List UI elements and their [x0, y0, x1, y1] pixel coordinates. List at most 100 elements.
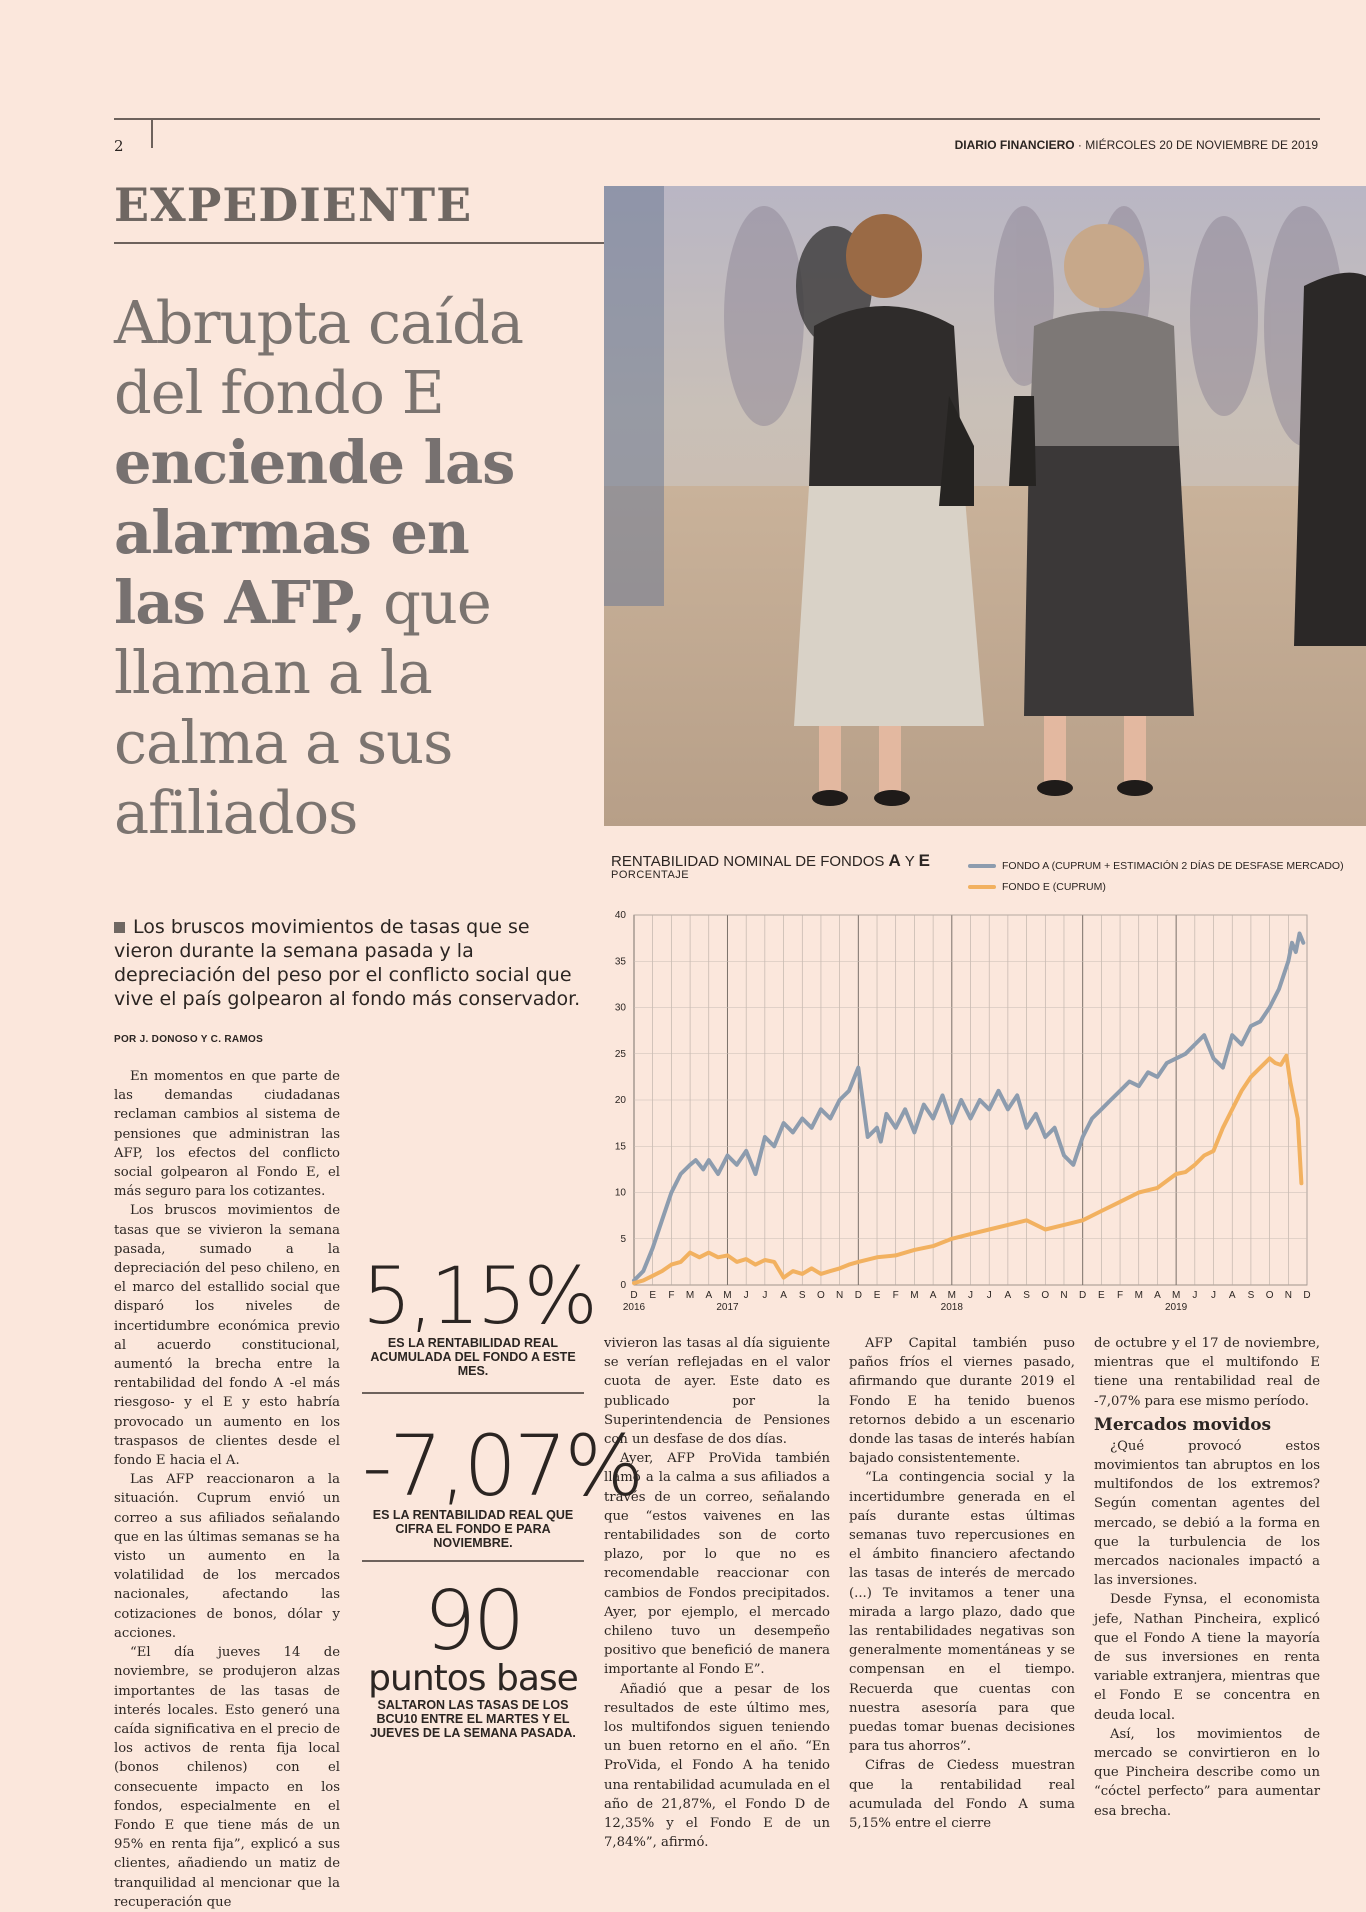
headline-line: llaman a la: [114, 638, 433, 707]
x-tick-label: A: [1005, 1290, 1012, 1301]
x-tick-label: M: [948, 1290, 956, 1301]
body-paragraph: Añadió que a pesar de los resultados de …: [604, 1681, 830, 1851]
x-tick-label: O: [1266, 1290, 1274, 1301]
stat-box: 90 puntos base SALTARON LAS TASAS DE LOS…: [362, 1574, 584, 1741]
x-tick-label: F: [893, 1290, 899, 1301]
chart-title-connector: Y: [904, 853, 915, 870]
year-tick-label: 2018: [941, 1302, 964, 1313]
x-tick-label: N: [1285, 1290, 1292, 1301]
chart-title-fund-e: E: [918, 851, 930, 870]
chart-title-text: RENTABILIDAD NOMINAL DE FONDOS: [611, 853, 885, 870]
body-paragraph: de octubre y el 17 de noviembre, mientra…: [1094, 1336, 1320, 1409]
stat-value: -7,07%: [362, 1417, 644, 1515]
x-tick-label: N: [1060, 1290, 1067, 1301]
x-tick-label: O: [1041, 1290, 1049, 1301]
x-tick-label: M: [1172, 1290, 1180, 1301]
stat-caption: ES LA RENTABILIDAD REAL ACUMULADA DEL FO…: [370, 1336, 576, 1378]
body-paragraph: “El día jueves 14 de noviembre, se produ…: [114, 1645, 340, 1910]
y-tick-label: 35: [615, 956, 627, 967]
body-column-1: En momentos en que parte de las demandas…: [114, 1067, 340, 1912]
stat-value: 90: [423, 1574, 525, 1669]
chart-subtitle: PORCENTAJE: [611, 869, 690, 881]
x-tick-label: J: [762, 1290, 767, 1301]
headline-bold: alarmas en: [114, 498, 470, 567]
returns-line-chart: D E F M A M J J A S O N D E F M A M J J A S O N D E F M A M J J A S O N D201…: [615, 910, 1311, 1313]
street-scene-illustration: [604, 186, 1366, 826]
x-tick-label: J: [744, 1290, 749, 1301]
stat-box: -7,07% ES LA RENTABILIDAD REAL QUE CIFRA…: [362, 1417, 644, 1550]
body-paragraph: AFP Capital también puso paños fríos el …: [849, 1336, 1075, 1467]
body-column-5: de octubre y el 17 de noviembre, mientra…: [1094, 1334, 1320, 1821]
section-rule: [114, 242, 604, 244]
byline: POR J. DONOSO Y C. RAMOS: [114, 1034, 264, 1045]
body-paragraph: vivieron las tasas al día siguiente se v…: [604, 1336, 830, 1448]
article-photo: [604, 186, 1366, 826]
x-tick-label: S: [1023, 1290, 1030, 1301]
header-rule: [114, 118, 1320, 120]
legend-swatch: [968, 864, 996, 868]
x-tick-label: M: [686, 1290, 694, 1301]
body-paragraph: Las AFP reaccionaron a la situación. Cup…: [114, 1472, 340, 1641]
x-tick-label: S: [799, 1290, 806, 1301]
y-tick-label: 5: [620, 1234, 626, 1245]
y-tick-label: 20: [615, 1095, 627, 1106]
body-column-4: AFP Capital también puso paños fríos el …: [849, 1334, 1075, 1833]
y-tick-label: 25: [615, 1049, 627, 1060]
y-tick-label: 30: [615, 1003, 627, 1014]
body-paragraph: Cifras de Ciedess muestran que la rentab…: [849, 1758, 1075, 1832]
stat-divider: [362, 1392, 584, 1394]
year-tick-label: 2016: [623, 1302, 646, 1313]
publication-date: MIÉRCOLES 20 DE NOVIEMBRE DE 2019: [1085, 138, 1318, 152]
legend-item-fondo-e: FONDO E (CUPRUM): [968, 881, 1106, 893]
legend-label: FONDO A (CUPRUM + ESTIMACIÓN 2 DÍAS DE D…: [1002, 860, 1344, 872]
x-tick-label: A: [1229, 1290, 1236, 1301]
body-paragraph: Así, los movimientos de mercado se convi…: [1094, 1726, 1320, 1819]
body-paragraph: Desde Fynsa, el economista jefe, Nathan …: [1094, 1592, 1320, 1723]
y-tick-label: 15: [615, 1141, 627, 1152]
lead-bullet-icon: [114, 922, 125, 933]
chart-title-fund-a: A: [888, 851, 901, 870]
headline: Abrupta caída del fondo E enciende las a…: [114, 288, 614, 848]
x-tick-label: A: [930, 1290, 937, 1301]
y-tick-label: 40: [615, 910, 627, 921]
x-tick-label: E: [1098, 1290, 1105, 1301]
headline-line: afiliados: [114, 778, 358, 847]
x-tick-label: O: [817, 1290, 825, 1301]
headline-line: Abrupta caída: [114, 288, 524, 357]
lead-text: Los bruscos movimientos de tasas que se …: [114, 916, 581, 1010]
year-tick-label: 2017: [716, 1302, 739, 1313]
page-number-divider: [151, 118, 153, 148]
x-tick-label: J: [1192, 1290, 1197, 1301]
subheading: Mercados movidos: [1094, 1414, 1272, 1435]
body-paragraph: En momentos en que parte de las demandas…: [114, 1069, 340, 1200]
stat-box: 5,15% ES LA RENTABILIDAD REAL ACUMULADA …: [362, 1258, 598, 1378]
body-paragraph: Ayer, AFP ProVida también llamó a la cal…: [604, 1451, 830, 1678]
stat-value-sub: puntos base: [368, 1658, 579, 1699]
headline-line: calma a sus: [114, 708, 453, 777]
x-tick-label: D: [1079, 1290, 1086, 1301]
legend-item-fondo-a: FONDO A (CUPRUM + ESTIMACIÓN 2 DÍAS DE D…: [968, 860, 1344, 872]
year-tick-label: 2019: [1165, 1302, 1188, 1313]
legend-label: FONDO E (CUPRUM): [1002, 881, 1106, 893]
x-tick-label: J: [968, 1290, 973, 1301]
publication-dateline: DIARIO FINANCIERO · MIÉRCOLES 20 DE NOVI…: [954, 138, 1318, 152]
article-lead: Los bruscos movimientos de tasas que se …: [114, 915, 584, 1011]
x-tick-label: D: [1303, 1290, 1310, 1301]
x-tick-label: M: [1135, 1290, 1143, 1301]
x-tick-label: F: [1117, 1290, 1123, 1301]
headline-bold: enciende las: [114, 428, 515, 497]
stat-divider: [362, 1560, 584, 1562]
body-column-3: vivieron las tasas al día siguiente se v…: [604, 1334, 830, 1852]
headline-line: del fondo E: [114, 358, 445, 427]
x-tick-label: D: [855, 1290, 862, 1301]
x-tick-label: J: [1211, 1290, 1216, 1301]
x-tick-label: S: [1248, 1290, 1255, 1301]
y-tick-label: 0: [620, 1280, 626, 1291]
legend-swatch: [968, 885, 996, 889]
x-tick-label: M: [910, 1290, 918, 1301]
x-tick-label: A: [1154, 1290, 1161, 1301]
publication-name: DIARIO FINANCIERO: [954, 138, 1075, 152]
stat-caption: SALTARON LAS TASAS DE LOS BCU10 ENTRE EL…: [370, 1698, 576, 1740]
x-tick-label: M: [723, 1290, 731, 1301]
x-tick-label: E: [649, 1290, 656, 1301]
